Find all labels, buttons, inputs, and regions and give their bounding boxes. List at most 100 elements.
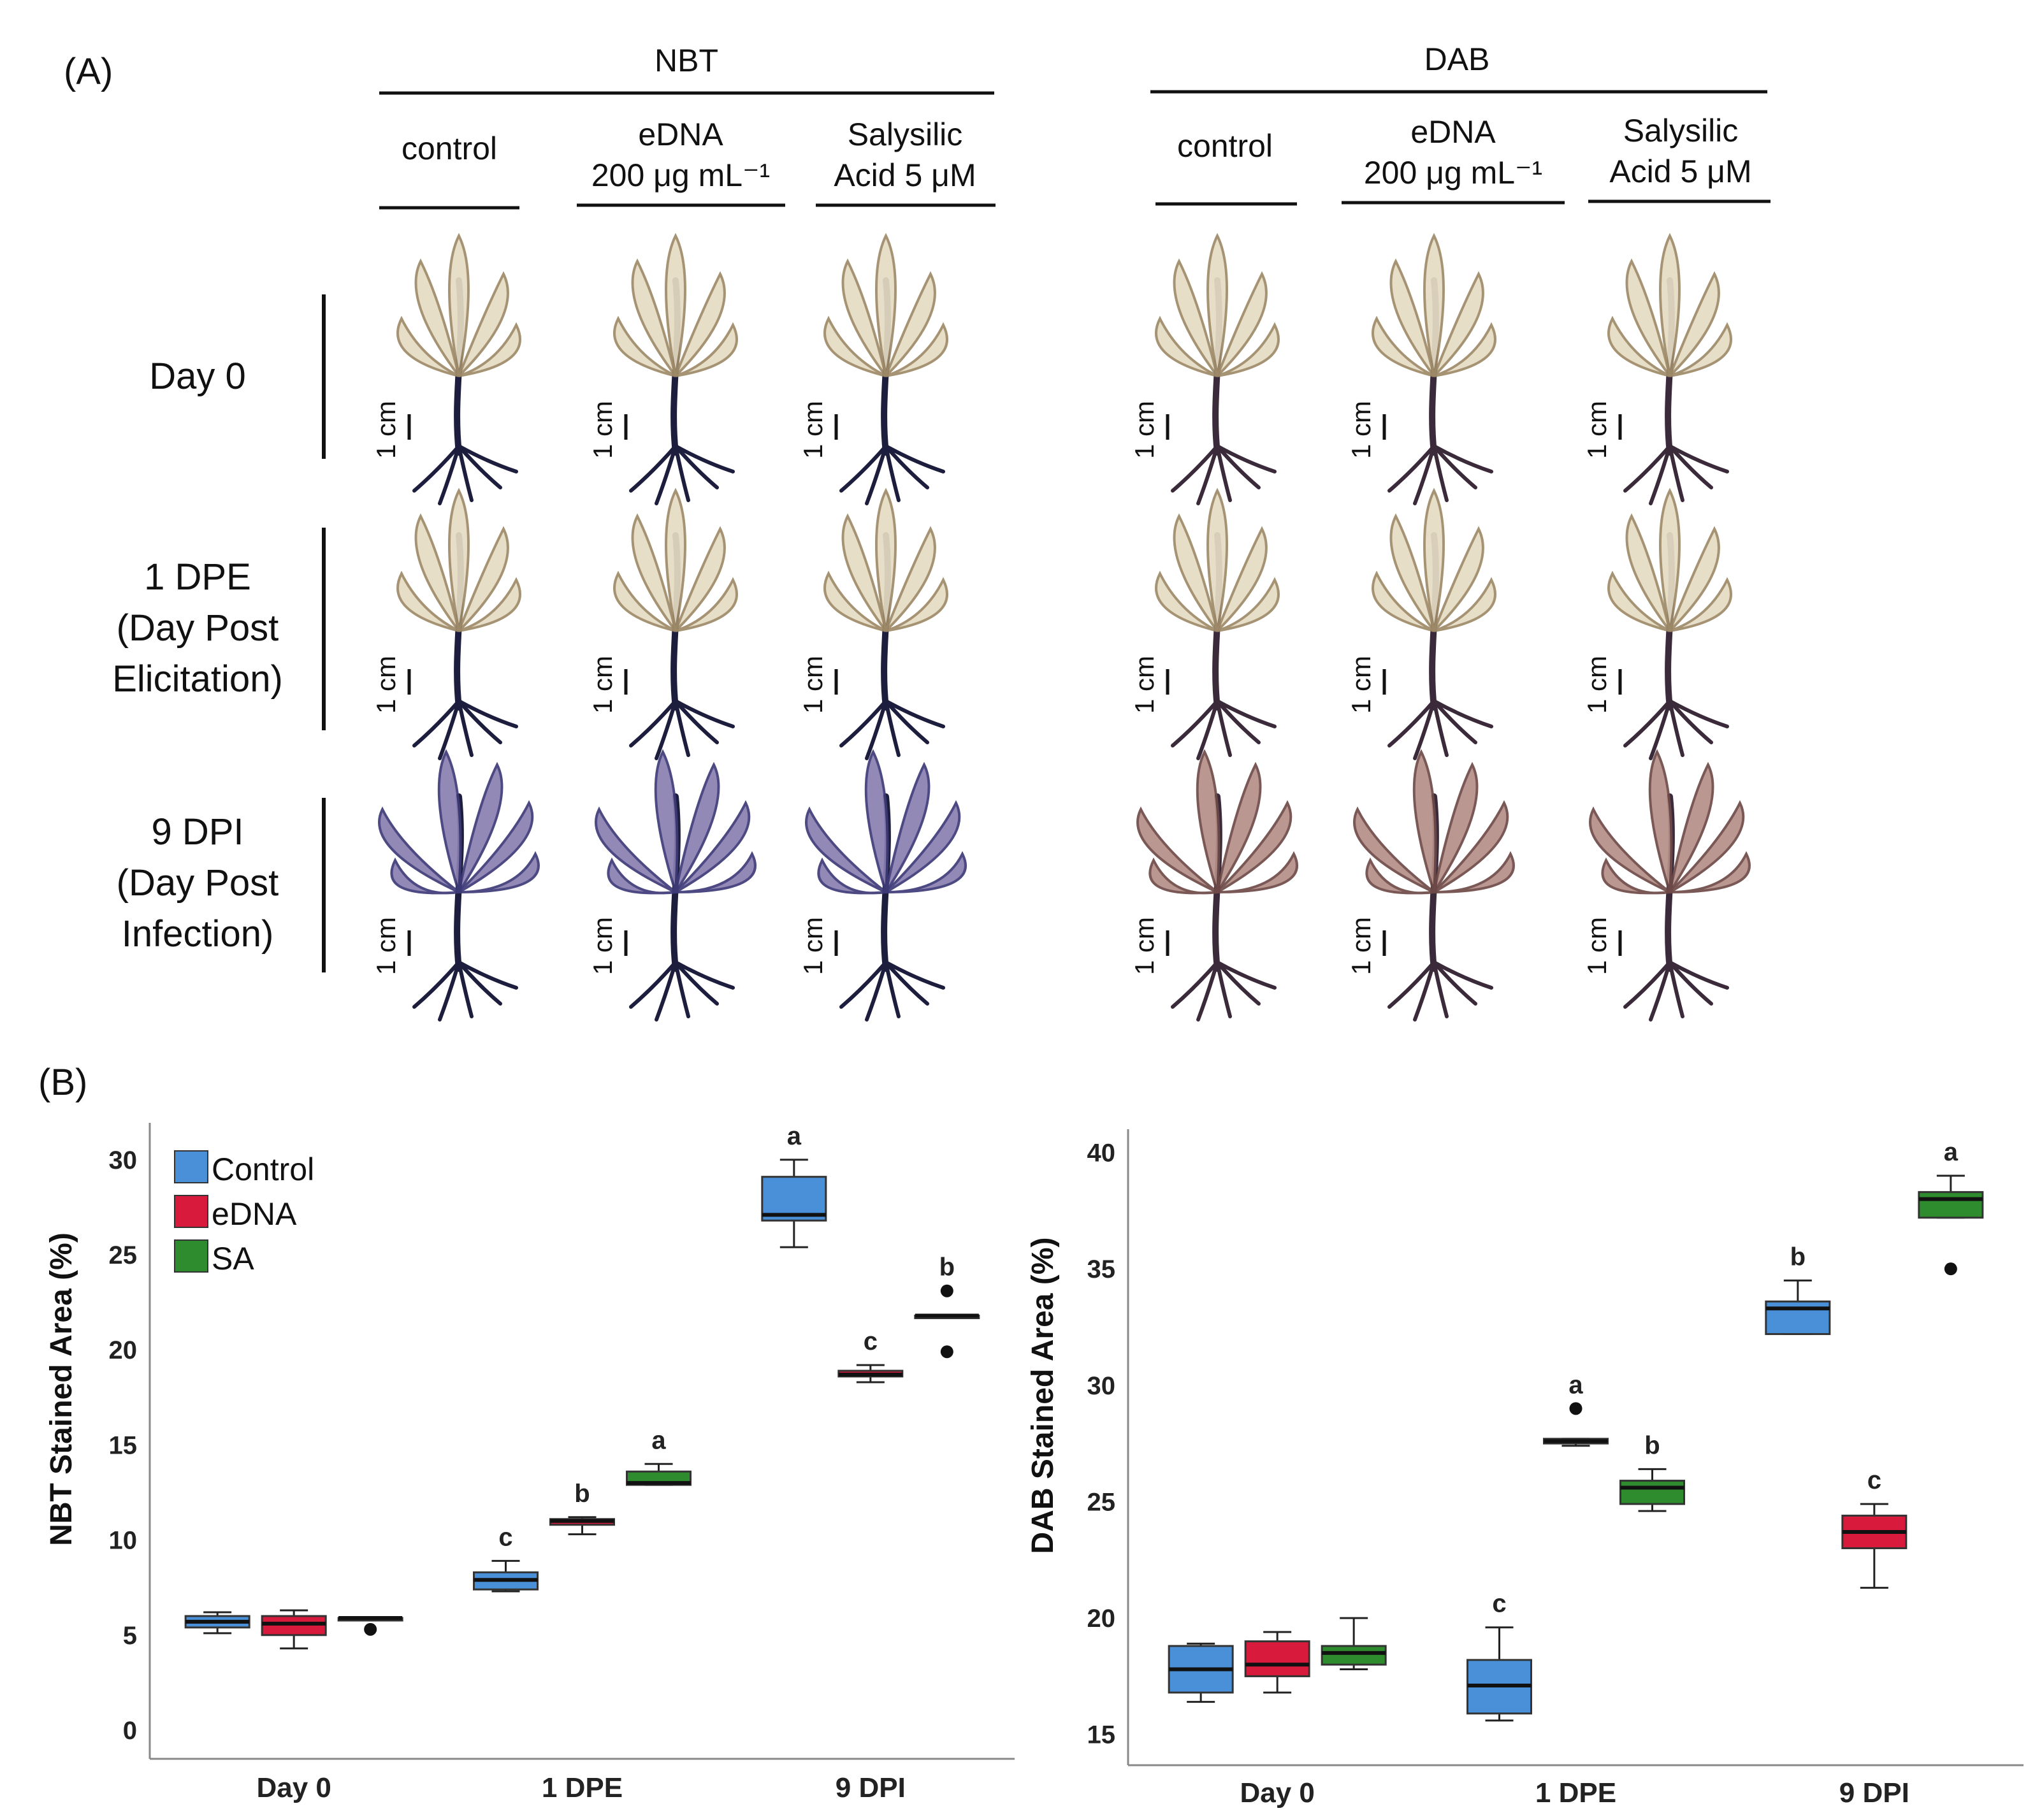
plant-root (1413, 444, 1436, 505)
plant-leaf (665, 487, 686, 632)
nbt-box-sa-2: b (914, 1253, 980, 1359)
plant-photo-9dpi-nbt-edna: 1 cm (588, 749, 757, 1022)
plant-leaf (458, 762, 503, 893)
plant-root (839, 960, 888, 1009)
dab-col-sa-label-1: Salysilic (1623, 113, 1739, 148)
nbt-y-tick-label: 15 (109, 1431, 138, 1459)
plant-leaf (674, 526, 726, 632)
plant-photo-1dpe-nbt-edna: 1 cm (588, 487, 738, 760)
plant-root (1668, 699, 1713, 744)
significance-letter: a (1944, 1138, 1959, 1166)
nbt-y-tick-label: 10 (109, 1527, 138, 1555)
plant-leaf (613, 315, 676, 377)
plant-leaf (1353, 806, 1435, 893)
legend-item-control: Control (174, 1150, 314, 1187)
plant-leaf (1659, 487, 1681, 632)
plant-root (655, 444, 677, 505)
plant-root (865, 444, 888, 505)
plant-root (884, 444, 945, 473)
plant-leaf (675, 577, 738, 632)
plant-root (1171, 960, 1219, 1009)
plant-leaf (1372, 570, 1435, 632)
plant-root (1413, 699, 1436, 760)
plant-leaf (1601, 857, 1670, 895)
row-1dpe-label-3: Elicitation) (112, 658, 283, 700)
plant-root (674, 960, 719, 1006)
plant-root (884, 699, 901, 757)
plant-leaf (674, 800, 751, 893)
nbt-col-control-label: control (402, 131, 497, 166)
plant-leaf (1607, 315, 1670, 377)
plant-root (1432, 444, 1493, 473)
nbt-box-control-0 (184, 1611, 250, 1635)
plant-leaf (885, 762, 931, 893)
plant-root (884, 960, 901, 1018)
significance-letter: b (1790, 1243, 1806, 1271)
plant-leaf (1669, 851, 1751, 893)
plant-root (412, 960, 461, 1009)
plant-leaf (885, 271, 936, 377)
plant-root (1215, 960, 1277, 990)
legend-label-control: Control (212, 1152, 314, 1187)
plant-photo-grid: 1 cm 1 cm 1 cm 1 cm 1 cm 1 cm 1 cm 1 cm 1 cm 1 cm… (371, 233, 1751, 1022)
nbt-x-category-label: Day 0 (256, 1772, 331, 1803)
scale-bar-label: 1 cm (798, 656, 828, 714)
plant-photo-9dpi-nbt-sa: 1 cm (798, 749, 967, 1022)
plant-root (412, 699, 461, 748)
plant-root (1668, 960, 1684, 1018)
plant-root (674, 699, 719, 744)
plant-leaf (885, 526, 936, 632)
plant-root (884, 960, 929, 1006)
dab-box-control-0 (1168, 1642, 1234, 1703)
plant-root (1668, 444, 1713, 489)
plant-root (629, 699, 677, 748)
dab-box-sa-2: a (1918, 1138, 1984, 1276)
plant-root (1215, 444, 1232, 502)
nbt-y-tick-label: 25 (109, 1241, 138, 1269)
plant-root (1432, 699, 1493, 728)
outlier-point (940, 1284, 953, 1297)
plant-root (1387, 699, 1436, 748)
plant-root (1649, 960, 1672, 1022)
plant-leaf (458, 800, 534, 893)
plant-leaf (1669, 322, 1732, 377)
plant-root (1668, 444, 1684, 502)
dab-col-control-label: control (1177, 128, 1273, 164)
significance-letter: c (498, 1523, 512, 1551)
nbt-box-sa-0 (337, 1615, 403, 1636)
plant-root (1215, 444, 1277, 473)
box (1918, 1191, 1984, 1219)
plant-leaf (1589, 806, 1671, 893)
plant-root (438, 699, 461, 760)
dab-group-title: DAB (1424, 41, 1490, 77)
plant-leaf (1196, 749, 1220, 893)
legend-swatch-sa (174, 1239, 208, 1273)
plant-leaf (1423, 487, 1445, 632)
plant-leaf (1433, 800, 1509, 893)
significance-letter: b (574, 1480, 590, 1508)
plant-root (457, 960, 474, 1018)
plant-leaf (885, 577, 948, 632)
plant-leaf (1389, 513, 1435, 632)
plant-leaf (675, 322, 738, 377)
plant-root (1649, 699, 1672, 760)
plant-leaf (885, 322, 948, 377)
plant-leaf (390, 857, 460, 895)
plant-root (1171, 444, 1219, 493)
plant-root (457, 444, 518, 473)
plant-root (884, 699, 929, 744)
plant-root (438, 960, 461, 1022)
scale-bar-label: 1 cm (1129, 917, 1159, 975)
plant-root (1432, 444, 1449, 502)
plant-leaf (396, 570, 460, 632)
scale-bar-label: 1 cm (798, 917, 828, 975)
plant-photo-9dpi-dab-sa: 1 cm (1582, 749, 1751, 1022)
plant-leaf (817, 857, 887, 895)
plant-leaf (875, 487, 897, 632)
plant-root (1668, 960, 1729, 990)
dab-col-sa-label-2: Acid 5 μM (1609, 154, 1751, 189)
plant-root (1215, 960, 1232, 1018)
plant-leaf (675, 851, 757, 893)
plant-leaf (1669, 762, 1714, 893)
plant-root (1432, 699, 1477, 744)
